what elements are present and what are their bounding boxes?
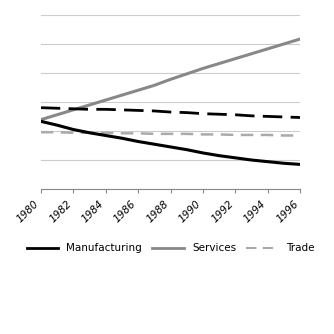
Legend: Manufacturing, Services, Trade: Manufacturing, Services, Trade bbox=[22, 239, 319, 258]
